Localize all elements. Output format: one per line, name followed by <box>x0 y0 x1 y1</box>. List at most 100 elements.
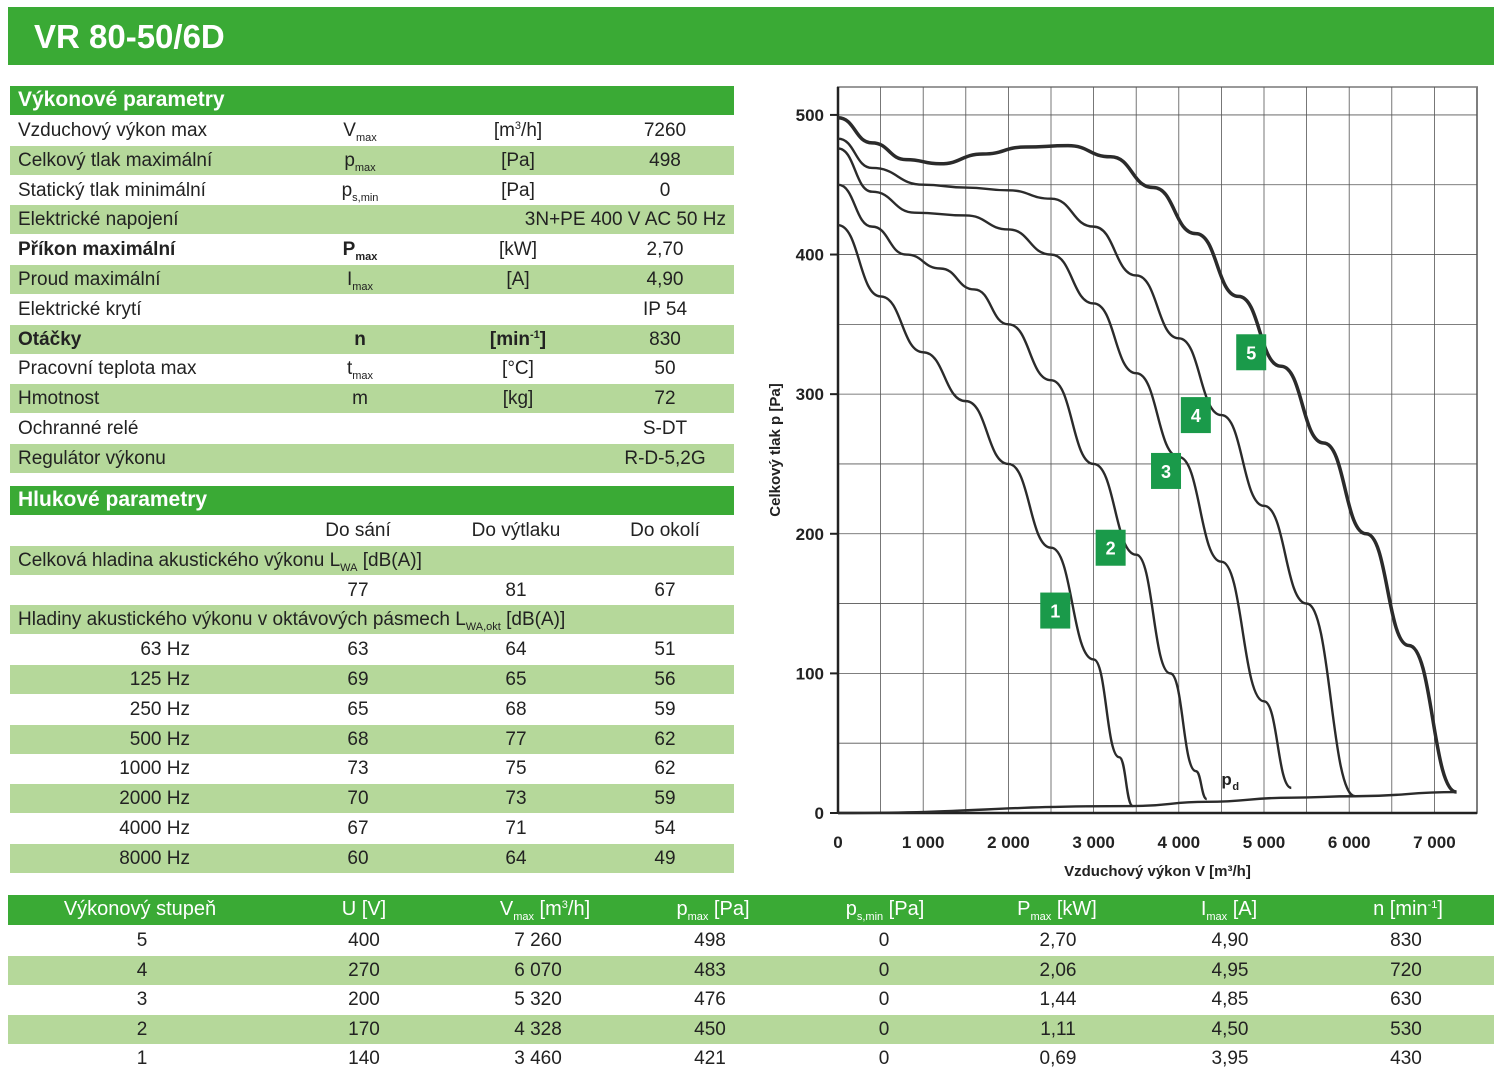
h-ps: ps,min [Pa] <box>845 898 925 923</box>
param-value: 2,70 <box>646 239 684 261</box>
octave-row: 2000 Hz 70 73 59 <box>10 784 734 814</box>
band-discharge: 64 <box>505 847 527 869</box>
param-value: 7260 <box>643 120 687 141</box>
total-unit: [dB(A)] <box>357 549 422 571</box>
step-cell: 4 <box>136 959 148 981</box>
step-cell: 5 <box>136 930 148 951</box>
plot-frame <box>837 86 1478 814</box>
curve-1 <box>837 224 1134 808</box>
performance-row: Otáčky n [min-1] 830 <box>10 324 734 354</box>
total-value: 77 <box>347 579 369 601</box>
step-cell: 4,90 <box>1211 930 1249 951</box>
noise-total-label: Celková hladina akustického výkonu LWA [… <box>10 545 734 575</box>
band-surroundings: 54 <box>654 818 676 839</box>
y-tick-label: 200 <box>796 525 824 544</box>
unit-sup: -1 <box>530 328 540 341</box>
band-surroundings: 62 <box>654 728 676 750</box>
pd-label: p <box>1221 770 1231 789</box>
step-cell: 3 <box>136 989 148 1011</box>
performance-row: Pracovní teplota max tmax [°C] 50 <box>10 354 734 383</box>
band-intake: 60 <box>347 847 369 869</box>
band-surroundings: 56 <box>654 669 676 690</box>
step-cell: 0,69 <box>1039 1048 1077 1070</box>
param-name: Příkon maximální <box>18 239 176 261</box>
step-cell: 720 <box>1390 959 1422 981</box>
noise-heading: Hlukové parametry <box>10 486 734 515</box>
step-cell: 2,70 <box>1039 930 1077 951</box>
h-n: n [min-1] <box>1373 898 1443 920</box>
y-tick-label: 400 <box>796 246 824 265</box>
symbol-text: t <box>346 358 353 380</box>
symbol-sub: max <box>355 132 377 144</box>
curve-5 <box>837 115 1458 794</box>
band-surroundings: 59 <box>654 698 676 720</box>
h-pmax: Pmax [kW] <box>1017 898 1097 923</box>
param-unit: [kg] <box>458 388 578 410</box>
curve-label-3: 3 <box>1161 462 1171 482</box>
h-p: pmax [Pa] <box>676 898 750 923</box>
band-frequency: 250 Hz <box>129 698 190 720</box>
param-unit: [A] <box>458 269 578 291</box>
step-cell: 4,50 <box>1211 1018 1249 1040</box>
x-axis-label: Vzduchový výkon V [m³/h] <box>1064 863 1251 880</box>
octave-row: 8000 Hz 60 64 49 <box>10 843 734 873</box>
octave-row: 4000 Hz 67 71 54 <box>10 814 734 843</box>
h-u: U [V] <box>341 898 387 920</box>
curve-pd <box>837 790 1457 815</box>
curve-label-1: 1 <box>1050 602 1060 622</box>
curve-3 <box>837 147 1292 790</box>
col-intake: Do sání <box>325 520 391 541</box>
step-cell: 1,11 <box>1040 1018 1076 1040</box>
band-frequency: 4000 Hz <box>119 818 190 839</box>
band-discharge: 68 <box>505 698 527 720</box>
step-cell: 0 <box>878 959 890 981</box>
param-value: 4,90 <box>646 269 684 290</box>
step-cell: 3,95 <box>1211 1048 1249 1070</box>
step-cell: 270 <box>348 959 380 981</box>
param-value: R-D-5,2G <box>624 447 706 469</box>
band-discharge: 77 <box>505 728 527 750</box>
curve-label-2: 2 <box>1106 539 1116 559</box>
performance-row: Celkový tlak maximální pmax [Pa] 498 <box>10 145 734 175</box>
step-cell: 450 <box>694 1018 726 1040</box>
band-discharge: 73 <box>505 788 527 810</box>
band-discharge: 71 <box>505 818 527 839</box>
symbol-sub: max <box>355 251 378 264</box>
band-intake: 73 <box>347 758 369 780</box>
param-unit: [min-1] <box>458 329 578 351</box>
step-cell: 5 320 <box>514 989 562 1011</box>
param-name: Celkový tlak maximální <box>18 149 213 171</box>
band-frequency: 8000 Hz <box>119 847 190 869</box>
symbol-text: P <box>342 239 356 261</box>
step-row: 1 140 3 460 421 0 0,69 3,95 430 <box>8 1044 1494 1073</box>
y-tick-label: 500 <box>796 106 824 125</box>
param-name: Pracovní teplota max <box>18 358 197 380</box>
curve-2 <box>837 183 1208 801</box>
step-cell: 630 <box>1390 989 1422 1011</box>
param-symbol: Pmax <box>310 239 410 263</box>
x-tick-label: 7 000 <box>1413 833 1456 852</box>
step-cell: 483 <box>694 959 726 981</box>
param-value: IP 54 <box>642 298 688 320</box>
param-unit: [°C] <box>458 358 578 380</box>
step-cell: 170 <box>348 1018 380 1040</box>
performance-row: Elektrické krytí IP 54 <box>10 295 734 324</box>
h-imax: Imax [A] <box>1200 898 1258 923</box>
col-surroundings: Do okolí <box>630 520 700 541</box>
band-frequency: 63 Hz <box>140 639 190 661</box>
band-intake: 63 <box>347 639 369 661</box>
step-row: 5 400 7 260 498 0 2,70 4,90 830 <box>8 926 1494 955</box>
step-row: 4 270 6 070 483 0 2,06 4,95 720 <box>8 955 1494 985</box>
param-name: Statický tlak minimální <box>18 179 206 201</box>
symbol-sub: max <box>352 281 374 293</box>
step-cell: 4 328 <box>514 1018 562 1040</box>
x-tick-label: 6 000 <box>1328 833 1371 852</box>
symbol-text: p <box>344 149 355 171</box>
step-cell: 200 <box>348 989 380 1011</box>
performance-row: Proud maximální Imax [A] 4,90 <box>10 265 734 294</box>
h-step: Výkonový stupeň <box>63 898 217 920</box>
band-frequency: 2000 Hz <box>119 788 190 810</box>
curve-label-5: 5 <box>1246 343 1256 363</box>
symbol-text: p <box>341 179 353 201</box>
param-value: 72 <box>654 388 676 410</box>
